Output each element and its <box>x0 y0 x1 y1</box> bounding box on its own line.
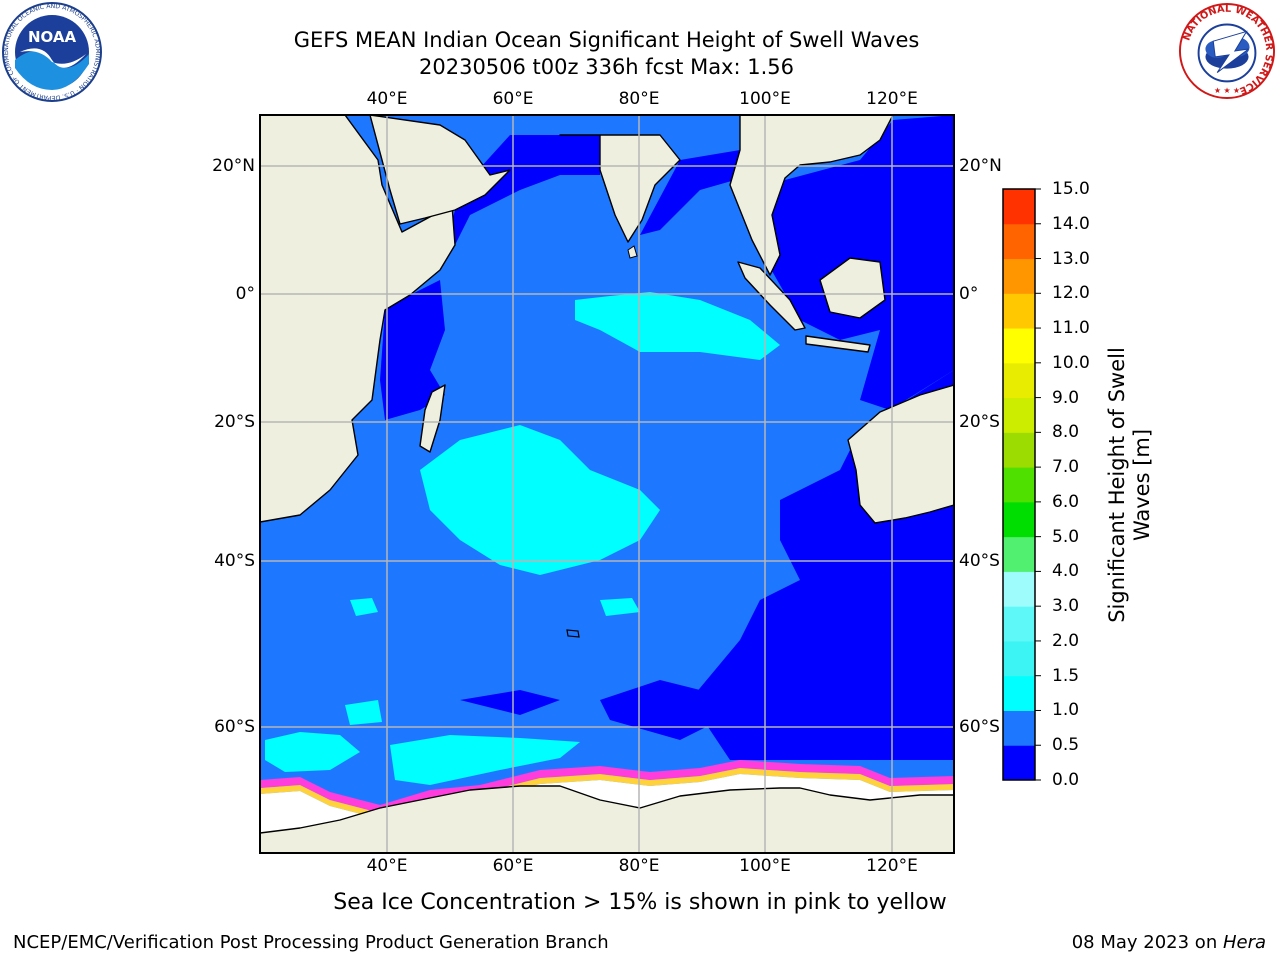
colorbar-segment <box>1003 640 1035 677</box>
swell-1-0-to-1-5m <box>265 292 780 785</box>
colorbar-tick-label: 3.0 <box>1052 596 1080 617</box>
nws-logo: NATIONAL WEATHER SERVICE ★ ★ ★ <box>1178 2 1276 104</box>
colorbar-tick-label: 1.5 <box>1052 665 1080 686</box>
colorbar-segment <box>1003 432 1035 468</box>
footer-date-text: 08 May 2023 on <box>1071 932 1223 953</box>
sea-ice-note: Sea Ice Concentration > 15% is shown in … <box>333 890 947 915</box>
colorbar-segment <box>1003 189 1035 225</box>
colorbar-segment <box>1003 258 1035 294</box>
colorbar-tick-label: 0.5 <box>1052 735 1080 756</box>
lon-label-bottom-80e: 80°E <box>618 856 660 876</box>
lon-label-top-120e: 120°E <box>866 89 918 109</box>
lon-label-top-40e: 40°E <box>366 89 408 109</box>
colorbar-tick-label: 5.0 <box>1052 526 1080 547</box>
lon-label-top-60e: 60°E <box>492 89 534 109</box>
colorbar-label-line1: Significant Height of Swell <box>1105 347 1129 623</box>
colorbar-tick-label: 9.0 <box>1052 387 1080 408</box>
colorbar-tick-label: 15.0 <box>1052 179 1090 199</box>
colorbar-segment <box>1003 501 1035 538</box>
chart-title-line2: 20230506 t00z 336h fcst Max: 1.56 <box>419 55 794 79</box>
land-masses <box>260 115 954 853</box>
footer-host: Hera <box>1222 932 1266 953</box>
colorbar-tick-label: 10.0 <box>1052 352 1090 373</box>
colorbar <box>1003 189 1035 781</box>
colorbar-segment <box>1003 362 1035 399</box>
lon-label-top-80e: 80°E <box>618 89 660 109</box>
svg-text:★ ★ ★: ★ ★ ★ <box>1214 86 1240 95</box>
lat-label-left-0: 0° <box>235 284 255 304</box>
lat-label-left-20s: 20°S <box>214 412 255 432</box>
noaa-logo: NATIONAL OCEANIC AND ATMOSPHERIC ADMINIS… <box>0 0 102 106</box>
colorbar-segment <box>1003 745 1035 781</box>
colorbar-tick-label: 6.0 <box>1052 491 1080 512</box>
lat-label-right-0: 0° <box>959 284 979 304</box>
colorbar-tick-label: 14.0 <box>1052 213 1090 234</box>
colorbar-tick-label: 13.0 <box>1052 248 1090 269</box>
colorbar-tick-label: 4.0 <box>1052 561 1080 582</box>
footer-date: 08 May 2023 on Hera <box>1072 932 1266 953</box>
lon-label-bottom-100e: 100°E <box>739 856 791 876</box>
footer-branch: NCEP/EMC/Verification Post Processing Pr… <box>13 932 609 953</box>
colorbar-tick-label: 11.0 <box>1052 318 1090 339</box>
colorbar-tick-label: 8.0 <box>1052 422 1080 443</box>
map-frame <box>259 114 955 854</box>
colorbar-tick-label: 1.0 <box>1052 700 1080 721</box>
colorbar-tick-label: 7.0 <box>1052 457 1080 478</box>
lon-label-bottom-40e: 40°E <box>366 856 408 876</box>
colorbar-segment <box>1003 710 1035 746</box>
graticule <box>260 115 954 853</box>
colorbar-tick-label: 0.0 <box>1052 770 1080 790</box>
colorbar-label: Significant Height of Swell Waves [m] <box>1105 347 1155 623</box>
colorbar-tick-label: 2.0 <box>1052 630 1080 651</box>
lat-label-right-60s: 60°S <box>959 717 1000 737</box>
lat-label-right-20n: 20°N <box>959 156 1002 176</box>
colorbar-segment <box>1003 536 1035 572</box>
lat-label-left-20n: 20°N <box>212 156 255 176</box>
colorbar-segment <box>1003 223 1035 260</box>
colorbar-segment <box>1003 571 1035 607</box>
colorbar-label-line2: Waves [m] <box>1130 428 1154 542</box>
colorbar-segment <box>1003 293 1035 329</box>
colorbar-segment <box>1003 467 1035 503</box>
lat-label-right-40s: 40°S <box>959 551 1000 571</box>
lon-label-top-100e: 100°E <box>739 89 791 109</box>
svg-text:NOAA: NOAA <box>28 28 77 46</box>
colorbar-segment <box>1003 397 1035 433</box>
lat-label-left-60s: 60°S <box>214 717 255 737</box>
chart-title-line1: GEFS MEAN Indian Ocean Significant Heigh… <box>293 28 920 52</box>
colorbar-segment <box>1003 606 1035 642</box>
sea-ice-edge <box>260 760 954 813</box>
colorbar-tick-label: 12.0 <box>1052 283 1090 304</box>
colorbar-segment <box>1003 675 1035 711</box>
lon-label-bottom-120e: 120°E <box>866 856 918 876</box>
lat-label-left-40s: 40°S <box>214 551 255 571</box>
colorbar-segment <box>1003 328 1035 364</box>
lon-label-bottom-60e: 60°E <box>492 856 534 876</box>
lat-label-right-20s: 20°S <box>959 412 1000 432</box>
